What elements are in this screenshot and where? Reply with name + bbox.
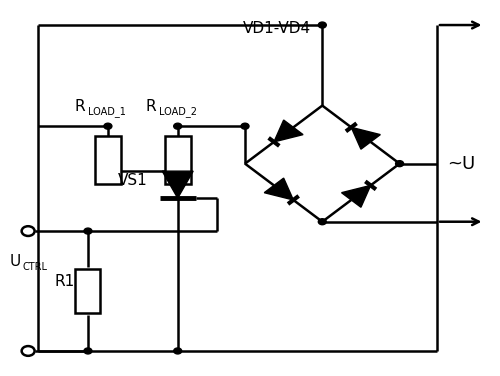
Circle shape <box>84 228 92 234</box>
Circle shape <box>241 123 249 129</box>
Polygon shape <box>342 185 370 207</box>
Circle shape <box>22 226 35 236</box>
Text: ~U: ~U <box>447 155 475 173</box>
Circle shape <box>396 161 404 167</box>
Circle shape <box>318 219 326 225</box>
Text: VD1-VD4: VD1-VD4 <box>242 21 310 36</box>
Circle shape <box>174 348 182 354</box>
Text: R: R <box>74 99 85 114</box>
Polygon shape <box>274 120 303 142</box>
Text: LOAD_1: LOAD_1 <box>88 106 126 117</box>
Polygon shape <box>162 171 193 198</box>
Text: R: R <box>146 99 156 114</box>
Bar <box>164 136 190 184</box>
Text: R1: R1 <box>54 274 74 289</box>
Circle shape <box>104 123 112 129</box>
Polygon shape <box>264 178 294 200</box>
Text: LOAD_2: LOAD_2 <box>159 106 197 117</box>
Circle shape <box>84 348 92 354</box>
Circle shape <box>22 346 35 356</box>
Text: CTRL: CTRL <box>22 262 48 272</box>
Bar <box>95 136 121 184</box>
Text: VS1: VS1 <box>118 173 148 188</box>
Polygon shape <box>351 127 380 149</box>
Bar <box>76 268 100 314</box>
Circle shape <box>318 22 326 28</box>
Circle shape <box>174 123 182 129</box>
Text: U: U <box>10 253 21 268</box>
